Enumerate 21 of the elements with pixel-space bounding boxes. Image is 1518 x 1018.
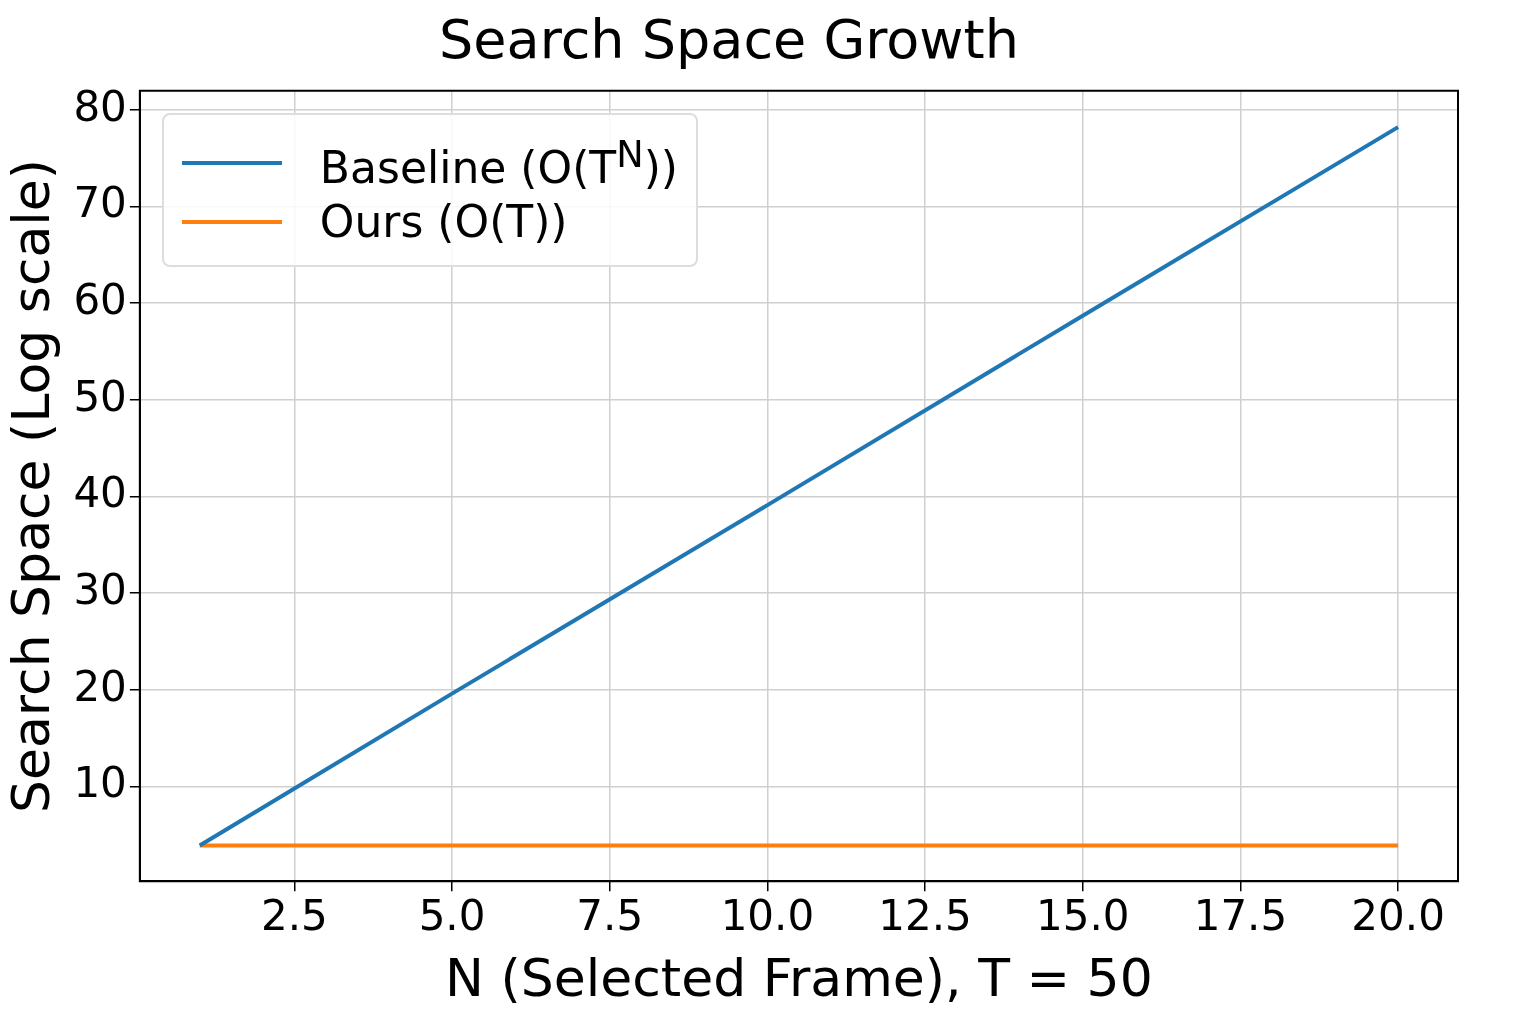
y-tick-label: 40: [73, 468, 127, 518]
x-tick-label: 5.0: [418, 891, 486, 941]
y-tick-label: 30: [73, 565, 127, 615]
y-axis-title: Search Space (Log scale): [0, 158, 61, 814]
y-tick-label: 10: [73, 758, 127, 808]
x-tick-label: 17.5: [1193, 891, 1288, 941]
y-tick-label: 80: [73, 81, 127, 131]
y-tick-label: 50: [73, 371, 127, 421]
legend-label: Ours (O(T)): [319, 196, 568, 248]
x-tick-label: 15.0: [1035, 891, 1130, 941]
y-tick-label: 20: [73, 661, 127, 711]
x-tick-label: 2.5: [260, 891, 328, 941]
x-tick-label: 7.5: [576, 891, 644, 941]
x-tick-label: 12.5: [878, 891, 972, 941]
y-tick-label: 70: [73, 178, 127, 228]
x-tick-label: 10.0: [720, 891, 815, 941]
x-tick-label: 20.0: [1351, 891, 1445, 941]
y-tick-label: 60: [73, 275, 127, 324]
legend-label: Baseline (O(T$^{N}$)): [319, 132, 678, 193]
x-axis-title: N (Selected Frame), T = 50: [445, 948, 1153, 1009]
chart-title: Search Space Growth: [439, 8, 1019, 72]
